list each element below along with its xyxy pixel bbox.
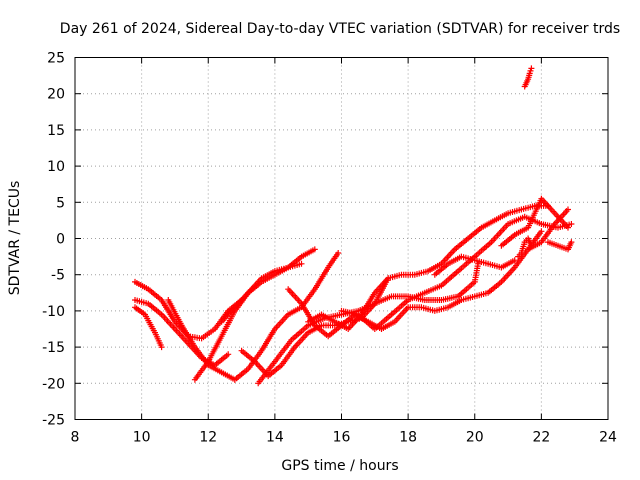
x-tick-labels: 8 10 12 14 16 18 20 22 24	[71, 430, 617, 446]
data-point	[528, 242, 535, 249]
y-tick-label: 20	[47, 87, 65, 103]
y-tick-label: -15	[42, 340, 65, 356]
series-track-11	[305, 202, 551, 332]
y-tick-label: 25	[47, 51, 65, 67]
x-tick-label: 12	[199, 430, 217, 446]
series-track-2	[132, 304, 165, 351]
data-point	[511, 257, 518, 264]
series-track-12	[338, 213, 575, 332]
y-axis-label: SDTVAR / TECUs	[7, 181, 23, 296]
x-axis-label: GPS time / hours	[281, 458, 398, 474]
y-tick-label: -5	[51, 268, 65, 284]
x-tick-label: 20	[466, 430, 484, 446]
x-tick-label: 22	[532, 430, 550, 446]
y-tick-label: -10	[42, 304, 65, 320]
data-point	[568, 221, 575, 227]
y-tick-label: 0	[56, 232, 65, 248]
x-tick-label: 18	[399, 430, 417, 446]
data-point	[311, 246, 318, 253]
data-point	[538, 228, 545, 235]
y-tick-label: -20	[42, 376, 65, 392]
data-point	[158, 344, 165, 351]
data-point	[565, 224, 571, 231]
series-track-16	[515, 235, 535, 260]
plot-frame	[74, 57, 609, 420]
series-track-13	[431, 253, 518, 278]
series-track-4	[165, 297, 238, 383]
y-tick-label: 10	[47, 159, 65, 175]
x-tick-label: 8	[71, 430, 80, 446]
y-tick-label: 15	[47, 123, 65, 139]
data-points	[132, 65, 575, 387]
data-point	[225, 351, 232, 358]
series-track-17	[521, 65, 535, 90]
y-tick-label: -25	[42, 413, 65, 429]
x-tick-label: 16	[333, 430, 351, 446]
x-tick-label: 10	[133, 430, 151, 446]
y-tick-label: 5	[56, 195, 65, 211]
chart-title: Day 261 of 2024, Sidereal Day-to-day VTE…	[60, 21, 620, 37]
data-point	[335, 250, 342, 256]
series-track-7	[231, 250, 342, 383]
x-tick-label: 24	[599, 430, 617, 446]
y-tick-labels: -25 -20 -15 -10 -5 0 5 10 15 20 25	[42, 51, 65, 429]
series-track-18	[545, 239, 575, 253]
data-point	[565, 206, 571, 213]
x-tick-label: 14	[266, 430, 284, 446]
series-track-6	[218, 246, 318, 325]
series-track-14	[498, 195, 571, 249]
series-track-15	[525, 206, 571, 253]
data-point	[528, 65, 535, 72]
data-point	[568, 239, 575, 246]
data-point	[298, 260, 305, 267]
grid-lines	[75, 57, 608, 420]
